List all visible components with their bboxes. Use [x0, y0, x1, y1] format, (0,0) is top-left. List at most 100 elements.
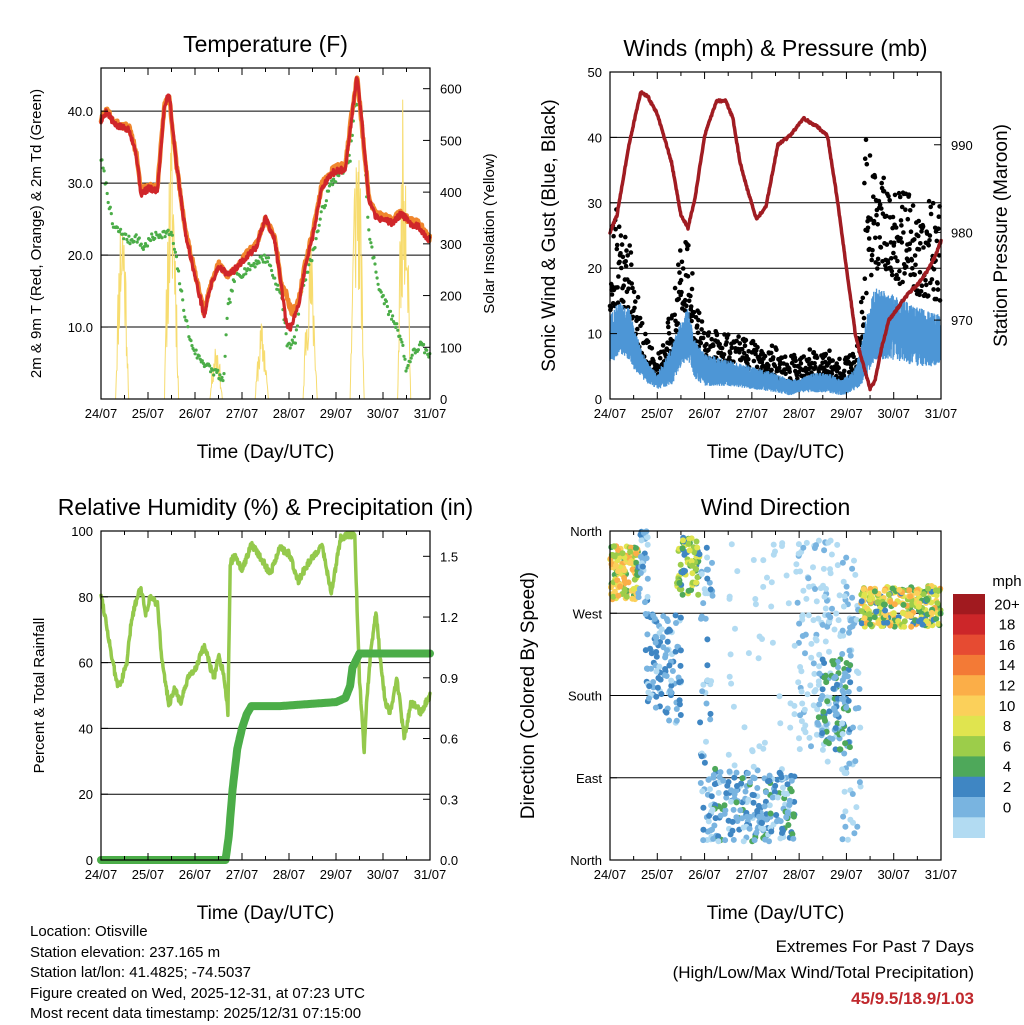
direction-point	[740, 838, 747, 845]
direction-point	[832, 725, 839, 731]
direction-point	[764, 574, 770, 581]
direction-point	[825, 539, 832, 546]
direction-point	[676, 697, 683, 704]
direction-point	[707, 710, 714, 717]
dewpoint-point	[313, 246, 317, 250]
y-tick-label: 0	[86, 853, 93, 868]
dewpoint-point	[294, 328, 298, 332]
gust-point	[621, 299, 626, 304]
x-tick-label: 28/07	[273, 867, 306, 882]
colorbar-swatch	[953, 797, 985, 818]
direction-point	[667, 627, 673, 634]
direction-point	[739, 815, 746, 822]
direction-point	[797, 712, 804, 719]
gust-point	[910, 203, 916, 208]
direction-point	[750, 774, 757, 781]
direction-point	[901, 618, 908, 625]
direction-point	[836, 592, 843, 599]
direction-point	[633, 550, 640, 557]
dewpoint-point	[423, 351, 427, 355]
direction-point	[856, 686, 863, 692]
dewpoint-point	[265, 260, 270, 264]
dewpoint-point	[106, 200, 110, 205]
direction-point	[615, 547, 622, 554]
direction-point	[915, 603, 922, 610]
gust-point	[827, 348, 832, 354]
direction-point	[815, 721, 822, 728]
direction-point	[768, 579, 775, 586]
direction-point	[847, 662, 854, 669]
direction-point	[836, 746, 843, 753]
gust-point	[672, 312, 677, 318]
direction-point	[750, 557, 757, 563]
direction-point	[740, 824, 747, 831]
gust-point	[727, 355, 732, 360]
x-axis-label: Time (Day/UTC)	[197, 442, 335, 463]
direction-point	[664, 638, 671, 645]
direction-point	[773, 812, 780, 818]
direction-point	[928, 609, 935, 616]
direction-point	[712, 815, 719, 822]
gust-point	[643, 331, 648, 337]
direction-point	[887, 598, 894, 605]
dewpoint-point	[368, 237, 372, 241]
gust-point	[867, 153, 873, 158]
gust-point	[746, 356, 751, 362]
y-tick-label: North	[570, 853, 602, 868]
gust-point	[907, 208, 913, 213]
dewpoint-point	[369, 241, 373, 245]
direction-point	[771, 789, 778, 796]
dewpoint-point	[370, 245, 374, 249]
gust-point	[666, 324, 671, 330]
gust-point	[934, 238, 940, 244]
dewpoint-point	[224, 333, 228, 337]
y2-tick-label: 970	[951, 313, 973, 328]
direction-point	[935, 620, 942, 627]
station-info: Location: Otisville Station elevation: 2…	[30, 922, 365, 1025]
colorbar-title: mph	[992, 573, 1021, 590]
gust-point	[931, 267, 937, 272]
direction-point	[704, 677, 711, 684]
direction-point	[839, 731, 846, 737]
direction-point	[793, 561, 800, 568]
gust-point	[858, 299, 864, 305]
gust-point	[631, 289, 637, 295]
dewpoint-point	[115, 226, 120, 230]
direction-point	[842, 808, 849, 815]
gust-point	[889, 272, 895, 278]
direction-point	[845, 697, 852, 704]
direction-point	[658, 626, 665, 633]
direction-point	[619, 550, 626, 557]
direction-point	[733, 799, 740, 806]
gust-point	[863, 137, 869, 143]
direction-point	[840, 813, 847, 820]
colorbar-label: 10	[999, 698, 1016, 715]
direction-point	[846, 744, 853, 751]
dewpoint-point	[185, 319, 189, 323]
direction-point	[821, 715, 828, 722]
direction-point	[702, 615, 709, 622]
direction-point	[705, 818, 712, 825]
direction-point	[884, 619, 891, 626]
direction-point	[781, 790, 787, 797]
direction-point	[673, 717, 680, 724]
winds-pressure-panel: 24/07 25/07 26/07 27/07 28/07 29/07 30/07 31/07…	[539, 35, 1012, 463]
extremes-subtitle: (High/Low/Max Wind/Total Precipitation)	[672, 963, 974, 982]
gust-point	[871, 194, 876, 199]
gust-point	[912, 253, 918, 258]
direction-point	[819, 621, 826, 628]
gust-point	[894, 272, 899, 278]
gust-point	[902, 271, 907, 276]
dewpoint-point	[194, 348, 198, 352]
direction-point	[805, 575, 812, 582]
direction-point	[820, 582, 826, 589]
gust-point	[912, 237, 917, 242]
direction-point	[662, 666, 669, 672]
direction-point	[768, 828, 775, 835]
direction-point	[824, 758, 831, 765]
direction-point	[891, 623, 898, 630]
y-tick-label: 40	[79, 721, 93, 736]
direction-point	[849, 594, 856, 601]
direction-point	[709, 592, 716, 599]
gust-point	[787, 369, 792, 375]
